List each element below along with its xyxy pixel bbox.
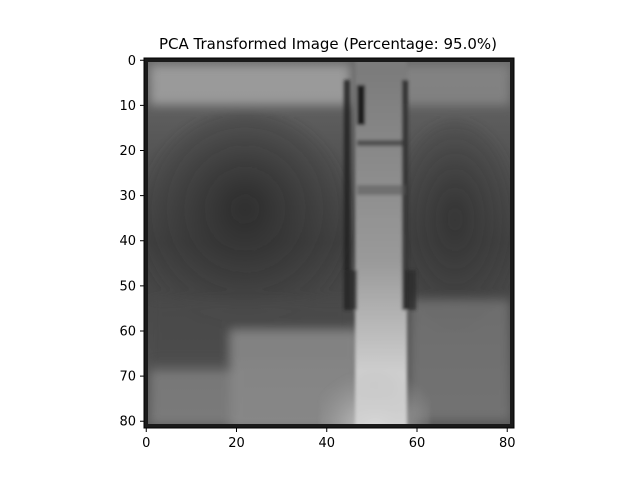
y-tick-label: 10 bbox=[119, 99, 136, 114]
x-tick-label: 20 bbox=[228, 436, 245, 451]
chart-title: PCA Transformed Image (Percentage: 95.0%… bbox=[159, 35, 497, 53]
y-tick-label: 60 bbox=[119, 324, 136, 339]
y-tick-label: 20 bbox=[119, 144, 136, 159]
y-tick-label: 70 bbox=[119, 370, 136, 385]
x-tick-label: 80 bbox=[499, 436, 516, 451]
y-tick-label: 80 bbox=[119, 415, 136, 430]
x-tick-label: 0 bbox=[142, 436, 150, 451]
y-tick-label: 50 bbox=[119, 279, 136, 294]
axes-frame bbox=[143, 57, 515, 429]
y-tick-label: 0 bbox=[128, 54, 136, 69]
y-axis: 0 10 20 30 40 50 60 70 80 bbox=[119, 54, 144, 430]
y-tick-label: 40 bbox=[119, 234, 136, 249]
x-tick-label: 40 bbox=[318, 436, 335, 451]
x-axis: 0 20 40 60 80 bbox=[142, 428, 516, 451]
pca-image bbox=[144, 58, 514, 428]
x-tick-label: 60 bbox=[409, 436, 426, 451]
y-tick-label: 30 bbox=[119, 189, 136, 204]
